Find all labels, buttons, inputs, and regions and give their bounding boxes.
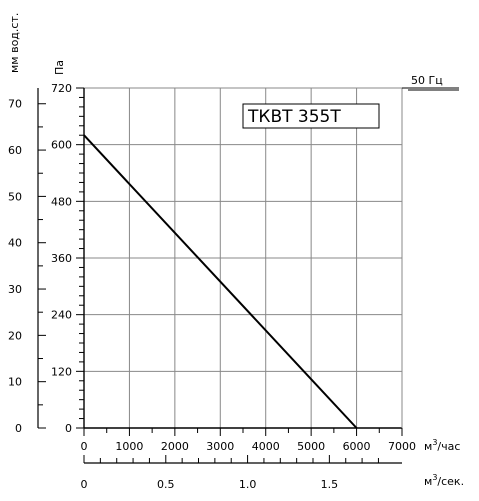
- x-tick-label: 2000: [161, 440, 189, 453]
- frequency-label: 50 Гц: [411, 74, 443, 87]
- y-tick-label: 720: [51, 82, 72, 95]
- y-tick-label: 120: [51, 365, 72, 378]
- x2-tick-label: 0: [81, 478, 88, 491]
- y-tick-label: 0: [65, 422, 72, 435]
- x2-axis-unit-suffix: /сек.: [437, 475, 464, 488]
- y-tick-label: 600: [51, 139, 72, 152]
- y2-tick-label: 40: [8, 237, 22, 250]
- x-tick-label: 0: [81, 440, 88, 453]
- performance-curve: [83, 134, 358, 429]
- y2-tick-label: 30: [8, 283, 22, 296]
- y2-axis-title: мм вод.ст.: [8, 13, 21, 73]
- y2-tick-label: 20: [8, 329, 22, 342]
- x-axis-title: м3/час: [424, 438, 460, 453]
- model-label: ТКВТ 355Т: [247, 107, 341, 127]
- y2-tick-label: 50: [8, 190, 22, 203]
- x-tick-label: 1000: [115, 440, 143, 453]
- y2-tick-label: 60: [8, 144, 22, 157]
- model-label-box: [242, 103, 380, 129]
- x2-tick-label: 0.5: [157, 478, 175, 491]
- x2-tick-label: 1.5: [321, 478, 339, 491]
- series-layer: [83, 134, 358, 429]
- x-tick-label: 5000: [297, 440, 325, 453]
- y2-tick-label: 0: [15, 422, 22, 435]
- y2-tick-label: 70: [8, 98, 22, 111]
- x-tick-label: 3000: [206, 440, 234, 453]
- y-tick-label: 480: [51, 195, 72, 208]
- x-axis-unit-suffix: /час: [437, 440, 460, 453]
- tick-marks: [38, 87, 403, 463]
- x-axis-unit-exp: 3: [432, 438, 437, 447]
- x-tick-label: 7000: [388, 440, 416, 453]
- y2-tick-label: 10: [8, 376, 22, 389]
- x-tick-label: 6000: [343, 440, 371, 453]
- y-axis-title: Па: [53, 60, 66, 75]
- y-tick-label: 360: [51, 252, 72, 265]
- y-tick-label: 240: [51, 309, 72, 322]
- tick-labels: 0 120 240 360 480 600 720 0 10 20 30 40 50 60 70 0 1000 2…: [8, 82, 416, 491]
- grid-lines: [84, 87, 403, 428]
- x2-axis-unit-base: м: [424, 475, 432, 488]
- x2-axis-unit-exp: 3: [432, 473, 437, 482]
- x-tick-label: 4000: [252, 440, 280, 453]
- x-axis-unit-base: м: [424, 440, 432, 453]
- x2-tick-label: 1.0: [239, 478, 257, 491]
- x2-axis-title: м3/сек.: [424, 473, 464, 488]
